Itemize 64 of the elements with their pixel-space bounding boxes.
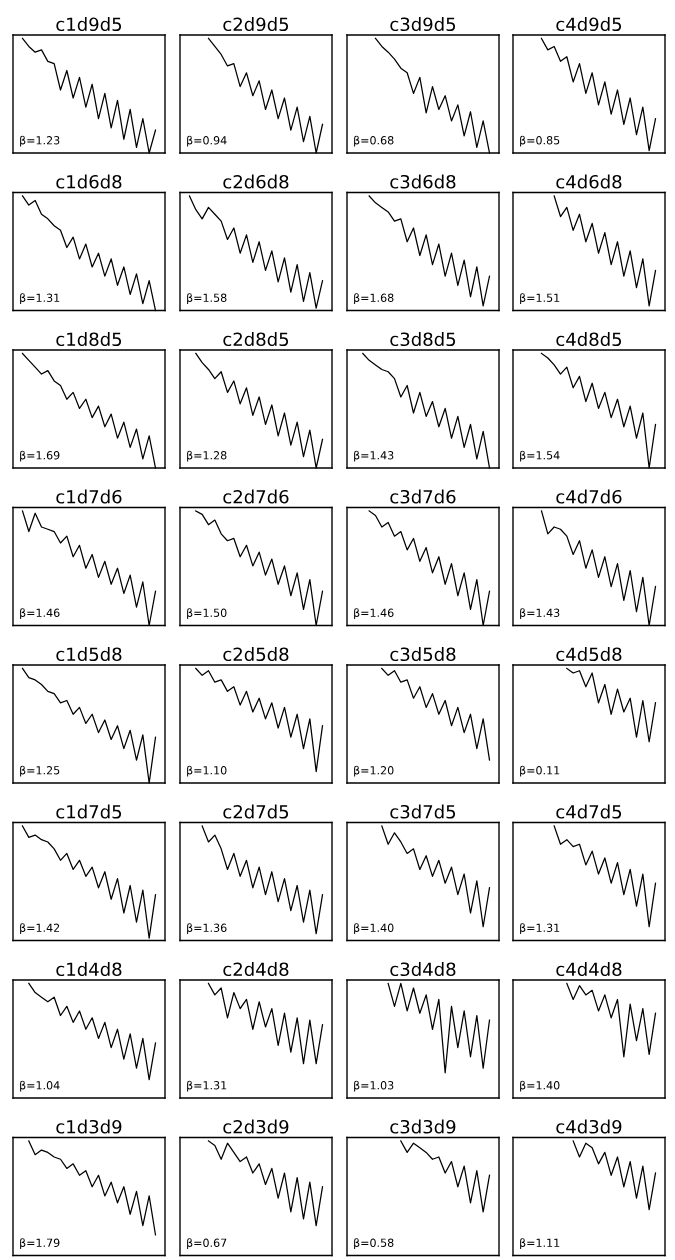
annotation: β=1.79	[20, 1238, 60, 1250]
annotation: β=1.25	[20, 765, 60, 777]
chart-title: c3d6d8	[390, 174, 456, 189]
annotation: β=1.03	[354, 1080, 394, 1092]
annotation: β=1.43	[354, 450, 394, 462]
chart-title: c4d8d5	[556, 332, 622, 347]
annotation: β=1.50	[187, 608, 227, 620]
annotation: β=1.51	[520, 293, 560, 305]
annotation: β=1.11	[520, 1238, 560, 1250]
annotation: β=1.31	[20, 293, 60, 305]
chart-title: c2d4d8	[223, 962, 289, 977]
chart-title: c1d4d8	[56, 962, 122, 977]
annotation: β=1.54	[520, 450, 560, 462]
annotation: β=0.11	[520, 765, 560, 777]
annotation: β=1.43	[520, 608, 560, 620]
chart-title: c4d5d8	[556, 647, 622, 662]
annotation: β=0.58	[354, 1238, 394, 1250]
chart-title: c3d7d6	[390, 489, 456, 504]
annotation: β=1.46	[20, 608, 60, 620]
chart-title: c4d9d5	[556, 17, 622, 32]
chart-title: c2d7d6	[223, 489, 289, 504]
chart-title: c1d7d6	[56, 489, 122, 504]
chart-title: c3d5d8	[390, 647, 456, 662]
chart-title: c3d8d5	[390, 332, 456, 347]
annotation: β=1.04	[20, 1080, 60, 1092]
chart-title: c3d4d8	[390, 962, 456, 977]
chart-title: c1d7d5	[56, 804, 122, 819]
chart-title: c2d6d8	[223, 174, 289, 189]
annotation: β=1.40	[520, 1080, 560, 1092]
annotation: β=1.40	[354, 923, 394, 935]
annotation: β=1.36	[187, 923, 227, 935]
chart-title: c2d7d5	[223, 804, 289, 819]
annotation: β=1.31	[520, 923, 560, 935]
chart-title: c1d5d8	[56, 647, 122, 662]
chart-title: c2d5d8	[223, 647, 289, 662]
chart-title: c4d7d6	[556, 489, 622, 504]
chart-title: c4d4d8	[556, 962, 622, 977]
annotation: β=1.23	[20, 135, 60, 147]
chart-title: c4d7d5	[556, 804, 622, 819]
chart-title: c2d9d5	[223, 17, 289, 32]
annotation: β=0.67	[187, 1238, 227, 1250]
annotation: β=0.85	[520, 135, 560, 147]
chart-title: c3d9d5	[390, 17, 456, 32]
chart-title: c2d8d5	[223, 332, 289, 347]
chart-title: c1d9d5	[56, 17, 122, 32]
annotation: β=1.28	[187, 450, 227, 462]
annotation: β=0.94	[187, 135, 227, 147]
annotation: β=1.46	[354, 608, 394, 620]
chart-title: c4d6d8	[556, 174, 622, 189]
chart-title: c3d3d9	[390, 1119, 456, 1134]
annotation: β=1.10	[187, 765, 227, 777]
annotation: β=1.42	[20, 923, 60, 935]
annotation: β=1.58	[187, 293, 227, 305]
annotation: β=1.69	[20, 450, 60, 462]
annotation: β=1.68	[354, 293, 394, 305]
chart-title: c1d6d8	[56, 174, 122, 189]
chart-title: c2d3d9	[223, 1119, 289, 1134]
annotation: β=0.68	[354, 135, 394, 147]
chart-title: c1d3d9	[56, 1119, 122, 1134]
chart-title: c4d3d9	[556, 1119, 622, 1134]
annotation: β=1.20	[354, 765, 394, 777]
chart-title: c1d8d5	[56, 332, 122, 347]
chart-title: c3d7d5	[390, 804, 456, 819]
annotation: β=1.31	[187, 1080, 227, 1092]
